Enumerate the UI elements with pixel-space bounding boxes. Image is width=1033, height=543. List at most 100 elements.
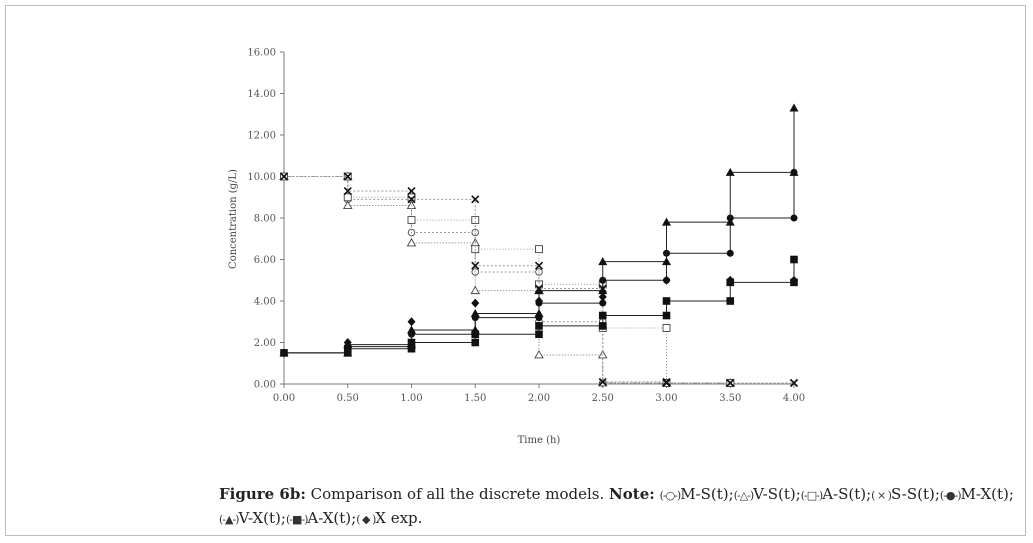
data-point	[535, 296, 543, 306]
y-tick-label: 4.00	[254, 297, 276, 308]
data-point	[662, 377, 671, 386]
x-tick-label: 3.00	[655, 393, 677, 404]
data-point	[662, 275, 671, 285]
data-point	[534, 350, 544, 359]
data-point	[406, 237, 417, 247]
data-point	[598, 257, 608, 266]
series-layer	[279, 103, 799, 388]
data-point	[790, 255, 798, 264]
data-point	[662, 324, 671, 332]
data-point	[662, 257, 671, 266]
step-chart: 0.00 0.50 1.00 1.50 2.00 2.50 3.00 3.50 4.00 0.00…	[228, 48, 805, 447]
data-point	[534, 286, 544, 295]
data-point	[343, 172, 352, 181]
x-axis-label: Time (h)	[518, 435, 561, 446]
data-point	[471, 298, 480, 308]
legend-marker-square-filled: (-■-)	[285, 513, 308, 526]
axes: 0.00 0.50 1.00 1.50 2.00 2.50 3.00 3.50 4.00 0.00…	[247, 48, 805, 405]
data-point	[407, 338, 416, 347]
data-point	[726, 275, 735, 285]
data-point	[407, 216, 416, 225]
data-point	[662, 217, 671, 226]
data-point	[535, 330, 543, 338]
data-point	[343, 344, 352, 353]
data-point	[407, 186, 416, 196]
legend-entry: V-S(t);	[753, 485, 801, 503]
legend-marker-circle-open: (-○-)	[659, 489, 682, 502]
y-tick-label: 2.00	[254, 338, 276, 349]
data-point	[789, 103, 799, 112]
legend-marker-square-open: (-□-)	[800, 489, 823, 502]
legend-marker-triangle-filled: (-▲-)	[219, 513, 240, 526]
data-point	[790, 275, 798, 285]
data-point	[471, 216, 480, 225]
data-point	[726, 378, 735, 388]
caption-note-label: Note:	[609, 485, 655, 503]
data-point	[343, 193, 352, 202]
data-point	[342, 200, 353, 209]
data-point	[534, 261, 544, 270]
data-point	[789, 167, 799, 176]
data-point	[470, 285, 481, 295]
y-tick-label: 16.00	[247, 48, 276, 59]
data-point	[534, 308, 544, 317]
data-point	[407, 317, 416, 327]
data-point	[598, 377, 607, 386]
y-tick-label: 10.00	[247, 172, 276, 183]
figure-frame	[5, 5, 1026, 536]
data-point	[407, 344, 416, 353]
data-point	[407, 195, 416, 204]
data-point	[725, 167, 735, 176]
legend-entry: M-X(t);	[960, 485, 1014, 503]
x-tick-label: 1.50	[464, 393, 486, 404]
data-point	[789, 378, 799, 388]
data-point	[726, 297, 735, 305]
y-tick-label: 0.00	[254, 380, 276, 391]
data-point	[279, 172, 289, 181]
legend-entry: V-X(t);	[238, 509, 286, 527]
x-tick-label: 0.00	[273, 393, 295, 404]
data-point	[343, 186, 352, 196]
legend-marker-triangle-open: (-△-)	[733, 489, 755, 502]
caption-legend: (-○-) M-S(t); (-△-) V-S(t); (-□-) A-S(t)…	[219, 485, 1014, 527]
data-point	[471, 330, 480, 338]
x-tick-label: 1.00	[400, 393, 422, 404]
data-point	[662, 311, 671, 320]
data-point	[790, 214, 798, 222]
data-point	[598, 292, 607, 302]
y-tick-label: 6.00	[254, 255, 276, 266]
legend-entry: X exp.	[375, 509, 423, 527]
data-point	[598, 286, 608, 295]
legend-entry: A-S(t);	[822, 485, 872, 503]
legend-entry: M-S(t);	[680, 485, 734, 503]
x-tick-label: 3.50	[719, 393, 741, 404]
data-point	[535, 245, 543, 254]
data-point	[407, 325, 416, 334]
data-point	[662, 297, 671, 305]
data-point	[471, 338, 480, 347]
data-point	[471, 195, 480, 204]
x-tick-label: 2.00	[528, 393, 550, 404]
data-point	[343, 349, 352, 357]
data-point	[725, 217, 735, 226]
data-point	[598, 311, 607, 320]
data-point	[343, 338, 352, 347]
x-tick-label: 4.00	[783, 393, 805, 404]
caption-text: Comparison of all the discrete models.	[310, 485, 605, 503]
data-point	[535, 322, 543, 330]
x-tick-label: 0.50	[337, 393, 359, 404]
y-tick-label: 14.00	[247, 89, 276, 100]
data-point	[599, 299, 607, 307]
series-x-exp	[280, 275, 798, 358]
figure-caption: Figure 6b: Comparison of all the discret…	[219, 483, 1019, 531]
legend-marker-cross: ( × )	[871, 489, 892, 502]
data-point	[598, 322, 607, 330]
legend-entry: A-X(t);	[307, 509, 357, 527]
data-point	[280, 348, 288, 358]
data-point	[470, 308, 480, 317]
legend-marker-circle-filled: (-●-)	[939, 489, 962, 502]
data-point	[726, 249, 734, 257]
y-tick-label: 8.00	[254, 214, 276, 225]
caption-label: Figure 6b:	[219, 485, 306, 503]
legend-marker-diamond-filled: ( ◆ )	[356, 513, 376, 526]
